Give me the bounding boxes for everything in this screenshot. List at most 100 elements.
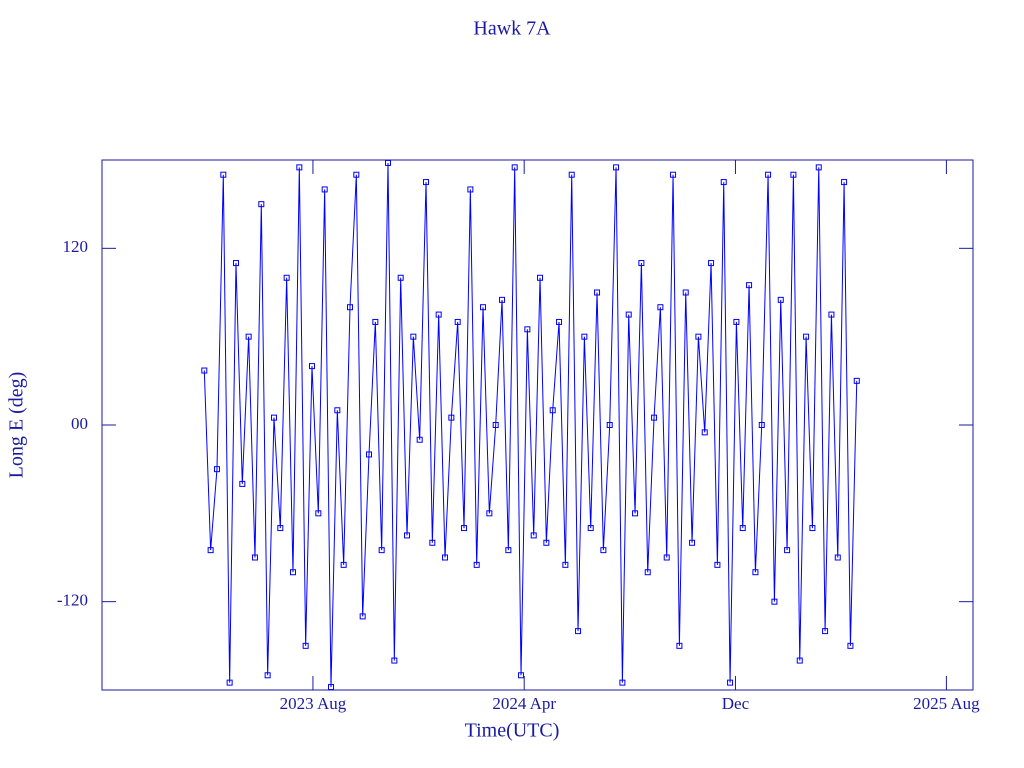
data-point <box>625 311 632 318</box>
data-point <box>663 554 670 561</box>
data-point <box>537 274 544 281</box>
x-tick-label: 2025 Aug <box>913 694 980 713</box>
data-point <box>391 657 398 664</box>
data-point <box>480 304 487 311</box>
data-point <box>270 414 277 421</box>
data-point <box>245 333 252 340</box>
data-point <box>530 532 537 539</box>
data-point <box>416 436 423 443</box>
data-point <box>289 569 296 576</box>
data-point <box>638 260 645 267</box>
data-point <box>822 628 829 635</box>
data-point <box>283 274 290 281</box>
data-point <box>771 598 778 605</box>
data-point <box>556 318 563 325</box>
y-tick-label: 00 <box>71 414 88 433</box>
data-point <box>834 554 841 561</box>
data-point <box>752 569 759 576</box>
data-point <box>790 171 797 178</box>
data-point <box>676 642 683 649</box>
data-point <box>220 171 227 178</box>
data-point <box>841 179 848 186</box>
y-axis-label: Long E (deg) <box>6 372 28 479</box>
data-point <box>511 164 518 171</box>
data-point <box>803 333 810 340</box>
data-point <box>606 422 613 428</box>
data-point <box>670 171 677 178</box>
data-point <box>334 407 341 414</box>
data-point <box>727 679 734 686</box>
data-point <box>815 164 822 171</box>
data-point <box>543 539 550 546</box>
data-point <box>258 201 265 208</box>
data-point <box>277 525 284 532</box>
data-point <box>594 289 601 296</box>
data-point <box>467 186 474 193</box>
data-point <box>308 363 315 370</box>
data-point <box>302 642 309 649</box>
data-point <box>758 422 765 428</box>
data-point <box>397 274 404 281</box>
data-point <box>359 613 366 620</box>
data-point <box>296 164 303 171</box>
data-point <box>239 480 246 487</box>
data-point <box>549 407 556 414</box>
series-line <box>203 162 858 688</box>
data-point <box>207 547 214 554</box>
data-point <box>410 333 417 340</box>
data-point <box>454 318 461 325</box>
data-point <box>600 547 607 554</box>
data-point <box>327 684 334 691</box>
data-point <box>695 333 702 340</box>
data-point <box>435 311 442 318</box>
data-point <box>353 171 360 178</box>
data-point <box>587 525 594 532</box>
x-tick-label: 2024 Apr <box>492 694 556 713</box>
data-point <box>613 164 620 171</box>
data-point <box>518 672 525 679</box>
x-axis-label: Time(UTC) <box>465 720 560 742</box>
data-point <box>765 171 772 178</box>
data-point <box>429 539 436 546</box>
data-point <box>828 311 835 318</box>
data-point <box>651 414 658 421</box>
data-point <box>562 561 569 568</box>
chart-title: Hawk 7A <box>473 18 551 40</box>
data-point <box>321 186 328 193</box>
data-point <box>689 539 696 546</box>
data-point <box>372 318 379 325</box>
data-point <box>575 628 582 635</box>
data-point <box>632 510 639 517</box>
data-point <box>378 547 385 554</box>
data-point <box>657 304 664 311</box>
data-point <box>853 377 860 384</box>
data-point <box>714 561 721 568</box>
data-point <box>366 451 373 458</box>
data-point <box>568 171 575 178</box>
data-point <box>492 422 499 428</box>
data-point <box>505 547 512 554</box>
data-point <box>201 367 208 374</box>
data-point <box>733 318 740 325</box>
data-point <box>581 333 588 340</box>
y-tick-label: -120 <box>57 591 88 610</box>
data-point <box>739 525 746 532</box>
data-point <box>448 414 455 421</box>
data-point <box>708 260 715 267</box>
data-point <box>340 561 347 568</box>
data-point <box>442 554 449 561</box>
data-point <box>346 304 353 311</box>
x-tick-label: 2023 Aug <box>280 694 347 713</box>
data-point <box>524 326 531 333</box>
data-point <box>847 642 854 649</box>
data-point <box>701 429 708 436</box>
data-point <box>796 657 803 664</box>
plot-frame <box>101 159 974 691</box>
data-point <box>644 569 651 576</box>
data-point <box>264 672 271 679</box>
data-point <box>499 296 506 303</box>
data-point <box>461 525 468 532</box>
data-point <box>232 260 239 267</box>
